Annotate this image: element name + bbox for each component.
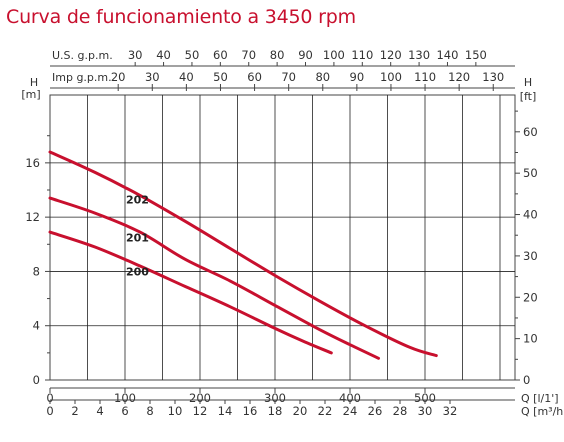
- chart-title: Curva de funcionamiento a 3450 rpm: [6, 6, 356, 28]
- series-label-201: 201: [126, 232, 149, 245]
- x-m3h-tick-label: 28: [393, 404, 408, 418]
- x-impgpm-tick-label: 100: [380, 70, 402, 84]
- x-usgpm-tick-label: 70: [241, 48, 256, 62]
- x-m3h-tick-label: 32: [443, 404, 458, 418]
- x-m3h-tick-label: 2: [71, 404, 78, 418]
- x-usgpm-tick-label: 110: [351, 48, 373, 62]
- x-m3h-tick-label: 12: [193, 404, 208, 418]
- x-litres-tick-label: 300: [264, 391, 286, 405]
- x-m3h-tick-label: 8: [146, 404, 153, 418]
- x-impgpm-tick-label: 90: [350, 70, 365, 84]
- y-right-tick-label: 50: [523, 166, 538, 180]
- x-m3h-tick-label: 24: [343, 404, 358, 418]
- y-right-tick-label: 10: [523, 332, 538, 346]
- x-impgpm-tick-label: 30: [145, 70, 160, 84]
- x-usgpm-tick-label: 30: [128, 48, 143, 62]
- plot-frame: [49, 94, 516, 381]
- x-litres-tick-label: 400: [339, 391, 361, 405]
- x-usgpm-tick-label: 150: [465, 48, 487, 62]
- x-impgpm-tick-label: 20: [111, 70, 126, 84]
- x-m3h-tick-label: 18: [268, 404, 283, 418]
- x-usgpm-tick-label: 140: [436, 48, 458, 62]
- x-impgpm-tick-label: 80: [315, 70, 330, 84]
- x-impgpm-tick-label: 110: [414, 70, 436, 84]
- y-left-axis-unit: [m]: [21, 88, 40, 101]
- x-usgpm-axis-label: U.S. g.p.m.: [52, 49, 113, 62]
- x-impgpm-tick-label: 40: [179, 70, 194, 84]
- x-usgpm-tick-label: 130: [408, 48, 430, 62]
- x-litres-tick-label: 200: [189, 391, 211, 405]
- y-left-tick-label: 8: [33, 264, 40, 278]
- series-label-200: 200: [126, 266, 149, 279]
- x-m3h-tick-label: 6: [121, 404, 128, 418]
- series-label-202: 202: [126, 194, 149, 207]
- y-right-tick-label: 40: [523, 208, 538, 222]
- x-impgpm-tick-label: 60: [247, 70, 262, 84]
- x-m3h-tick-label: 20: [293, 404, 308, 418]
- x-m3h-tick-label: 4: [96, 404, 103, 418]
- x-litres-axis-label: Q [l/1']: [521, 392, 559, 405]
- x-usgpm-tick-label: 60: [213, 48, 228, 62]
- x-impgpm-tick-label: 120: [448, 70, 470, 84]
- x-litres-tick-label: 0: [46, 391, 53, 405]
- y-right-axis-unit: [ft]: [520, 90, 537, 103]
- y-right-axis-label: H: [524, 76, 532, 89]
- x-usgpm-tick-label: 120: [380, 48, 402, 62]
- x-m3h-tick-label: 26: [368, 404, 383, 418]
- x-usgpm-tick-label: 40: [156, 48, 171, 62]
- series-line-201: [48, 196, 380, 360]
- y-right-tick-label: 30: [523, 249, 538, 263]
- series-line-202: [48, 150, 438, 358]
- x-usgpm-tick-label: 50: [185, 48, 200, 62]
- x-usgpm-tick-label: 90: [298, 48, 313, 62]
- y-right-tick-label: 20: [523, 290, 538, 304]
- x-m3h-axis-label: Q [m³/h]: [521, 405, 564, 418]
- x-impgpm-tick-label: 130: [482, 70, 504, 84]
- y-left-tick-label: 0: [33, 373, 40, 387]
- y-left-tick-label: 12: [25, 210, 40, 224]
- x-m3h-tick-label: 0: [46, 404, 53, 418]
- x-m3h-tick-label: 10: [168, 404, 183, 418]
- x-m3h-tick-label: 16: [243, 404, 258, 418]
- x-m3h-tick-label: 30: [418, 404, 433, 418]
- x-m3h-tick-label: 14: [218, 404, 233, 418]
- y-left-axis-label: H: [30, 76, 38, 89]
- x-impgpm-tick-label: 50: [213, 70, 228, 84]
- x-m3h-tick-label: 22: [318, 404, 333, 418]
- y-left-tick-label: 4: [33, 319, 40, 333]
- x-usgpm-tick-label: 100: [323, 48, 345, 62]
- x-usgpm-tick-label: 80: [270, 48, 285, 62]
- y-right-tick-label: 60: [523, 125, 538, 139]
- series-line-200: [48, 230, 333, 355]
- y-right-tick-label: 0: [523, 373, 530, 387]
- x-impgpm-axis-label: Imp g.p.m.: [52, 71, 112, 84]
- x-impgpm-tick-label: 70: [281, 70, 296, 84]
- x-litres-tick-label: 500: [414, 391, 436, 405]
- x-litres-tick-label: 100: [114, 391, 136, 405]
- y-left-tick-label: 16: [25, 156, 40, 170]
